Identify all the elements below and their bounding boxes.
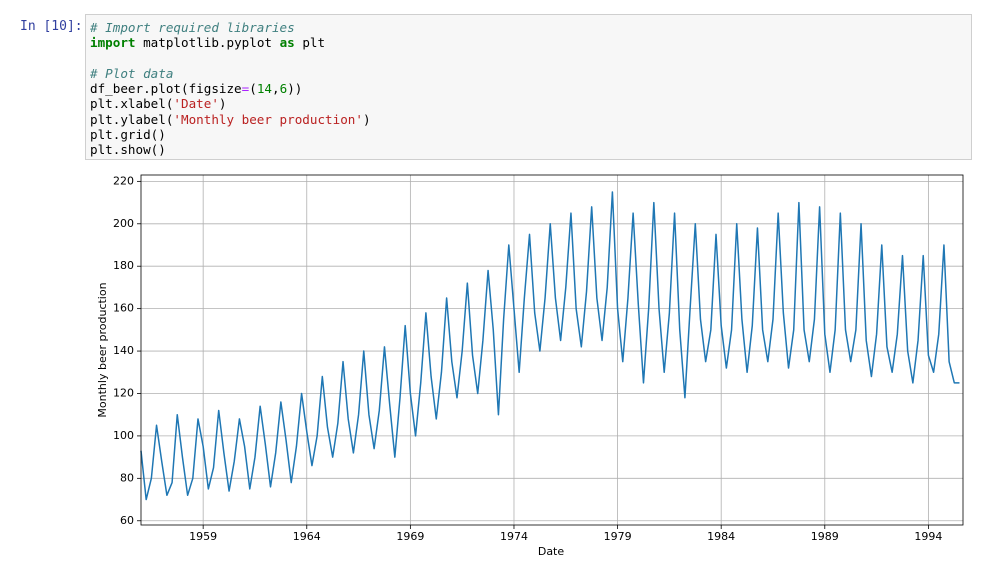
cell-prompt: In [10]: [20, 19, 83, 34]
code-token: plt.grid() [90, 127, 166, 143]
y-tick-label: 200 [113, 217, 134, 230]
data-line [140, 191, 960, 501]
code-line: plt.ylabel('Monthly beer production') [90, 112, 967, 127]
code-line: plt.show() [90, 142, 967, 157]
code-token: plt.xlabel( [90, 96, 174, 112]
y-tick-label: 140 [113, 344, 134, 357]
y-tick-label: 80 [120, 471, 134, 484]
x-tick-label: 1984 [707, 530, 735, 543]
code-line: plt.xlabel('Date') [90, 96, 967, 111]
code-token: ) [362, 111, 371, 127]
code-token: ) [218, 96, 227, 112]
x-tick-label: 1989 [811, 530, 839, 543]
x-axis-label: Date [538, 545, 565, 558]
y-tick-label: 100 [113, 429, 134, 442]
y-tick-label: 220 [113, 174, 134, 187]
y-tick-label: 180 [113, 259, 134, 272]
code-token: # Plot data [90, 65, 174, 81]
code-line: import matplotlib.pyplot as plt [90, 35, 967, 50]
y-tick-label: 60 [120, 514, 134, 527]
code-line: plt.grid() [90, 127, 967, 142]
y-tick-label: 120 [113, 386, 134, 399]
x-tick-label: 1959 [189, 530, 217, 543]
code-token: import [90, 35, 136, 51]
y-axis-label: Monthly beer production [96, 282, 109, 417]
x-tick-label: 1994 [914, 530, 942, 543]
code-token: ( [249, 81, 257, 97]
code-line: # Import required libraries [90, 20, 967, 35]
code-token: plt.ylabel( [90, 111, 174, 127]
code-token: plt [294, 35, 326, 51]
code-token: 6 [279, 81, 288, 97]
code-token: plt.show() [90, 142, 166, 158]
code-line: df_beer.plot(figsize=(14,6)) [90, 81, 967, 96]
code-cell[interactable]: # Import required libraries import matplo… [85, 14, 972, 160]
y-tick-label: 160 [113, 302, 134, 315]
code-token: matplotlib.pyplot [135, 35, 280, 51]
code-token: 'Date' [173, 96, 219, 112]
code-token: 14 [256, 81, 273, 97]
x-tick-label: 1969 [396, 530, 424, 543]
code-token: 'Monthly beer production' [173, 111, 363, 127]
code-token: df_beer.plot(figsize [90, 81, 242, 97]
code-token: , [272, 81, 280, 97]
axes-frame [140, 174, 964, 526]
code-token: )) [287, 81, 303, 97]
code-token: as [279, 35, 295, 51]
x-tick-label: 1974 [500, 530, 528, 543]
x-tick-label: 1979 [604, 530, 632, 543]
code-token: # Import required libraries [90, 20, 295, 35]
x-tick-label: 1964 [293, 530, 321, 543]
code-token: = [241, 81, 250, 97]
code-line: # Plot data [90, 66, 967, 81]
